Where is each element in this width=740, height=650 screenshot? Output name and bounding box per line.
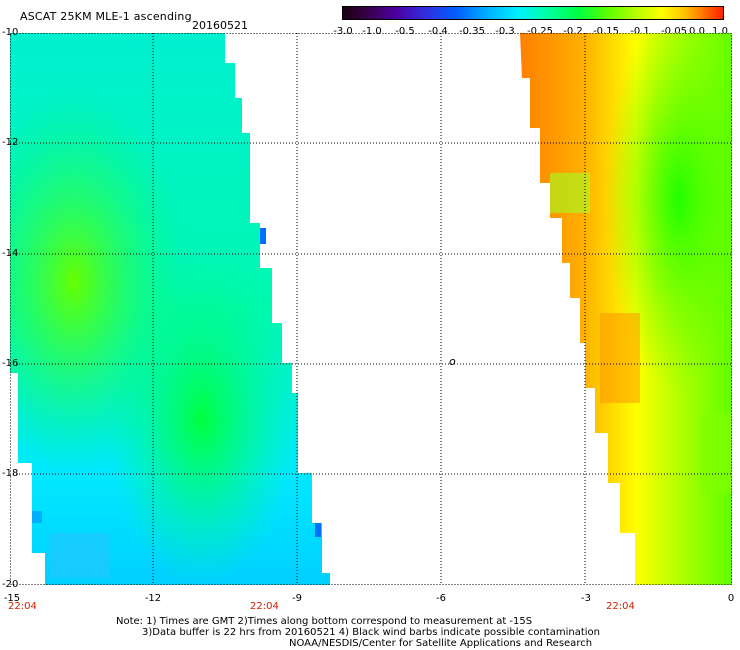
- colorbar-label: 0.0: [689, 26, 705, 37]
- green-patch: [700, 413, 732, 493]
- grid: [10, 33, 732, 585]
- colorbar-label: -3.0: [333, 26, 353, 37]
- blue-cell: [260, 228, 266, 244]
- y-axis-label: -10: [2, 27, 19, 38]
- x-axis-label: -15: [3, 593, 21, 604]
- x-axis-label: -9: [292, 593, 302, 604]
- y-axis-label: -14: [2, 248, 19, 259]
- x-axis-label: 0: [727, 593, 735, 604]
- note-line-1: Note: 1) Times are GMT 2)Times along bot…: [116, 616, 533, 627]
- colorbar-label: -0.4: [428, 26, 448, 37]
- colorbar-label: -0.2: [563, 26, 583, 37]
- blue-cell: [32, 511, 42, 523]
- colorbar: [342, 6, 724, 20]
- colorbar-label: -0.35: [459, 26, 485, 37]
- note-line-2: 3)Data buffer is 22 hrs from 20160521 4)…: [142, 627, 600, 638]
- colorbar-label: -0.25: [527, 26, 553, 37]
- map-plot: [10, 33, 732, 585]
- map-title: ASCAT 25KM MLE-1 ascending: [20, 10, 192, 23]
- colorbar-label: -0.1: [630, 26, 650, 37]
- y-axis-label: -12: [2, 137, 19, 148]
- y-axis-label: -20: [2, 579, 19, 590]
- left-swath-green-patch: [10, 33, 330, 585]
- right-swath-green-patch: [520, 33, 732, 585]
- green-patch: [550, 173, 590, 213]
- map-date: 20160521: [192, 19, 248, 32]
- x-axis-label: -12: [144, 593, 162, 604]
- time-label: 22:04: [606, 601, 635, 612]
- colorbar-label: -0.3: [495, 26, 515, 37]
- colorbar-label: 1.0: [712, 26, 728, 37]
- x-axis-label: -6: [436, 593, 446, 604]
- time-label: 22:04: [250, 601, 279, 612]
- blue-cell: [315, 523, 321, 537]
- note-line-3: NOAA/NESDIS/Center for Satellite Applica…: [289, 638, 593, 649]
- colorbar-label: -0.15: [593, 26, 619, 37]
- y-axis-label: -18: [2, 468, 19, 479]
- time-label: 22:04: [8, 601, 37, 612]
- y-axis-label: -16: [2, 358, 19, 369]
- colorbar-label: -1.0: [362, 26, 382, 37]
- island-marker: o: [449, 355, 456, 368]
- x-axis-label: -3: [581, 593, 591, 604]
- colorbar-label: -0.5: [395, 26, 415, 37]
- orange-patch: [600, 313, 640, 403]
- blue-patch: [50, 533, 110, 578]
- colorbar-label: -0.05: [661, 26, 687, 37]
